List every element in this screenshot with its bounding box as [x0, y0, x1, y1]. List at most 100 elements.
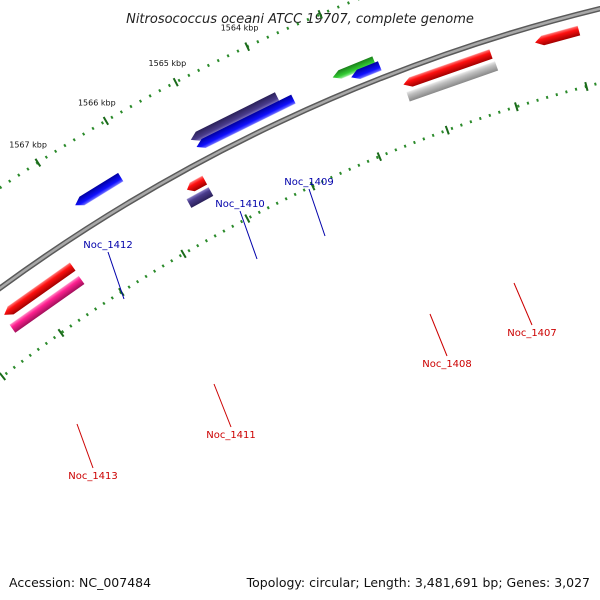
gene-label-noc-1407[interactable]: Noc_1407 — [507, 328, 557, 339]
gene-noc-1408[interactable] — [402, 48, 493, 89]
minor-tick — [339, 171, 343, 176]
gene-noc-1412[interactable] — [73, 172, 124, 210]
major-tick — [317, 9, 323, 19]
map-title: Nitrosococcus oceani ATCC 19707, complet… — [126, 12, 474, 27]
tick-ring — [0, 0, 597, 381]
major-tick — [180, 249, 187, 259]
minor-tick — [256, 40, 260, 44]
minor-tick — [276, 31, 280, 35]
minor-tick — [100, 121, 105, 125]
gene-noc-1410-cds[interactable] — [194, 94, 296, 152]
minor-tick — [91, 126, 95, 131]
leader-line — [308, 188, 326, 237]
gene-noc-1413-cds[interactable] — [9, 275, 85, 333]
minor-tick — [85, 312, 89, 317]
minor-tick — [284, 197, 288, 201]
minor-tick — [459, 123, 463, 127]
minor-tick — [348, 167, 352, 171]
minor-tick — [158, 88, 162, 93]
minor-tick — [110, 296, 114, 300]
minor-tick — [478, 116, 482, 121]
leader-line — [213, 383, 232, 428]
minor-tick — [135, 279, 140, 284]
minor-tick — [36, 347, 40, 352]
minor-tick — [129, 104, 133, 109]
minor-tick — [545, 95, 549, 100]
minor-tick — [275, 201, 279, 205]
minor-tick — [320, 179, 324, 184]
major-tick — [309, 181, 316, 191]
leader-line — [239, 210, 258, 260]
minor-tick — [197, 68, 201, 73]
major-tick — [244, 42, 251, 52]
minor-tick — [226, 54, 230, 58]
minor-tick — [8, 179, 12, 183]
minor-tick — [20, 359, 24, 364]
backbone — [0, 7, 600, 290]
minor-tick — [161, 264, 165, 268]
minor-tick — [441, 130, 444, 134]
minor-tick — [450, 126, 454, 131]
minor-tick — [26, 167, 30, 171]
minor-tick — [44, 155, 48, 159]
gene-noc-1413[interactable] — [1, 262, 76, 319]
gene-label-noc-1413[interactable]: Noc_1413 — [68, 471, 118, 482]
leader-line — [429, 313, 448, 357]
minor-tick — [574, 87, 578, 91]
minor-tick — [394, 148, 398, 152]
gene-noc-1409-cds[interactable] — [349, 61, 382, 82]
kbp-label: 1567 kbp — [9, 141, 47, 150]
major-tick — [584, 81, 589, 92]
major-tick — [0, 372, 7, 381]
gene-noc-1411[interactable] — [185, 175, 208, 194]
minor-tick — [469, 120, 473, 124]
minor-tick — [526, 101, 530, 105]
minor-tick — [187, 73, 191, 78]
gene-noc-1407[interactable] — [534, 25, 581, 48]
minor-tick — [213, 234, 217, 238]
minor-tick — [138, 99, 143, 103]
minor-tick — [167, 83, 171, 88]
kbp-label: 1564 kbp — [221, 23, 259, 32]
major-tick — [102, 116, 110, 126]
gene-label-noc-1409[interactable]: Noc_1409 — [284, 177, 334, 188]
minor-tick — [4, 371, 9, 376]
leader-line — [107, 251, 125, 300]
major-tick — [172, 77, 179, 87]
minor-tick — [69, 324, 73, 328]
minor-tick — [77, 318, 81, 322]
minor-tick — [0, 185, 3, 190]
minor-tick — [61, 330, 65, 334]
gene-label-noc-1410[interactable]: Noc_1410 — [215, 199, 265, 210]
minor-tick — [266, 206, 270, 210]
minor-tick — [236, 49, 240, 53]
minor-tick — [536, 98, 539, 102]
minor-tick — [293, 192, 297, 197]
minor-tick — [93, 307, 98, 311]
minor-tick — [413, 140, 416, 145]
minor-tick — [52, 335, 57, 340]
minor-tick — [296, 22, 300, 26]
minor-tick — [385, 151, 389, 156]
minor-tick — [507, 107, 511, 111]
minor-tick — [375, 155, 379, 160]
gene-noc-1411-cds[interactable] — [186, 186, 214, 208]
minor-tick — [316, 13, 320, 18]
minor-tick — [44, 341, 49, 346]
minor-tick — [497, 110, 501, 114]
minor-tick — [240, 219, 244, 224]
minor-tick — [306, 17, 310, 22]
minor-tick — [206, 63, 210, 68]
gene-label-noc-1408[interactable]: Noc_1408 — [422, 359, 472, 370]
gene-label-noc-1412[interactable]: Noc_1412 — [83, 240, 133, 251]
major-tick — [514, 102, 519, 112]
minor-tick — [431, 133, 435, 138]
gene-noc-1408-cds[interactable] — [406, 60, 499, 102]
gene-label-noc-1411[interactable]: Noc_1411 — [206, 430, 256, 441]
minor-tick — [187, 248, 191, 253]
minor-tick — [302, 188, 306, 192]
genome-summary: Topology: circular; Length: 3,481,691 bp… — [246, 575, 590, 590]
minor-tick — [266, 35, 270, 39]
minor-tick — [594, 82, 597, 86]
minor-tick — [336, 5, 340, 9]
